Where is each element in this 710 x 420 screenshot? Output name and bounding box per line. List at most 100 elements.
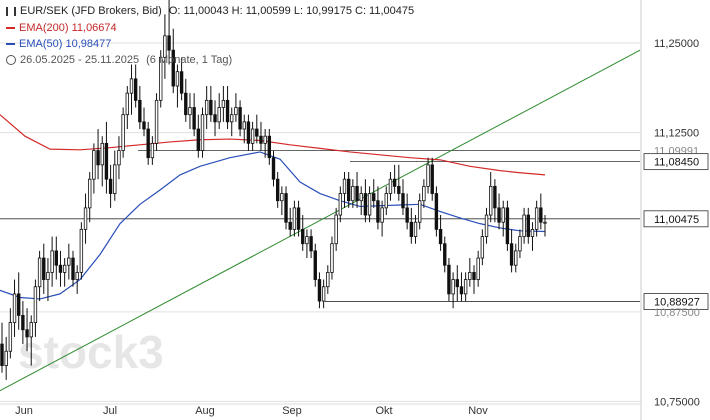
candle[interactable] — [392, 164, 397, 194]
candle[interactable] — [263, 129, 267, 158]
candle[interactable] — [280, 186, 284, 216]
candle[interactable] — [154, 93, 159, 151]
candle[interactable] — [530, 222, 535, 251]
candle[interactable] — [171, 28, 175, 94]
candle[interactable] — [17, 272, 21, 330]
candle[interactable] — [83, 193, 88, 244]
candle[interactable] — [133, 64, 138, 108]
candle[interactable] — [50, 236, 54, 287]
candle[interactable] — [54, 236, 58, 280]
candle[interactable] — [509, 229, 514, 273]
candle[interactable] — [539, 193, 543, 230]
candle[interactable] — [221, 86, 226, 122]
candle[interactable] — [305, 229, 309, 259]
candle[interactable] — [284, 186, 288, 230]
candle[interactable] — [213, 100, 217, 137]
candle[interactable] — [179, 57, 184, 101]
candle[interactable] — [46, 258, 50, 302]
candle[interactable] — [346, 172, 351, 208]
candle[interactable] — [121, 107, 125, 158]
ema200-legend[interactable]: EMA(200) 11,06674 — [6, 22, 117, 34]
candle[interactable] — [234, 93, 238, 122]
candle[interactable] — [288, 207, 292, 237]
candle[interactable] — [543, 215, 547, 237]
candle[interactable] — [242, 114, 246, 144]
candle[interactable] — [463, 272, 468, 302]
candle[interactable] — [397, 164, 401, 201]
candle[interactable] — [217, 93, 221, 130]
candle[interactable] — [501, 200, 505, 237]
trendline-segment[interactable] — [0, 49, 641, 392]
candle[interactable] — [522, 207, 526, 244]
candle[interactable] — [409, 207, 414, 244]
ema200-line[interactable] — [0, 114, 546, 176]
candle[interactable] — [204, 86, 209, 130]
candle[interactable] — [317, 272, 322, 309]
ema200-path[interactable] — [0, 114, 546, 176]
candle[interactable] — [267, 129, 272, 165]
candle[interactable] — [142, 107, 146, 137]
candle[interactable] — [79, 222, 84, 280]
candle[interactable] — [138, 86, 142, 130]
candle[interactable] — [443, 236, 447, 273]
candle[interactable] — [372, 179, 376, 208]
candle[interactable] — [71, 250, 75, 287]
candle[interactable] — [129, 64, 134, 115]
candle[interactable] — [334, 207, 338, 251]
candle[interactable] — [342, 172, 347, 208]
candle[interactable] — [58, 250, 63, 287]
candle[interactable] — [225, 86, 230, 130]
clock-icon[interactable] — [6, 55, 16, 66]
candle[interactable] — [493, 179, 497, 223]
candle[interactable] — [88, 172, 92, 223]
candle[interactable] — [351, 179, 355, 208]
candle[interactable] — [422, 179, 426, 208]
candle[interactable] — [447, 258, 451, 302]
candle[interactable] — [455, 265, 459, 302]
candle[interactable] — [108, 164, 113, 208]
candle[interactable] — [338, 186, 343, 223]
candle[interactable] — [526, 207, 530, 244]
candle[interactable] — [33, 279, 38, 337]
candle[interactable] — [96, 129, 100, 180]
candle[interactable] — [67, 243, 71, 280]
candle[interactable] — [376, 186, 380, 230]
candle[interactable] — [200, 107, 205, 158]
candle[interactable] — [271, 150, 276, 187]
candle[interactable] — [292, 200, 297, 237]
ema50-line[interactable] — [0, 151, 546, 300]
candle[interactable] — [196, 114, 201, 158]
candle[interactable] — [62, 258, 67, 287]
candle[interactable] — [12, 279, 17, 337]
trendline[interactable] — [0, 49, 641, 392]
candle[interactable] — [497, 193, 501, 230]
candle[interactable] — [380, 200, 384, 237]
candle[interactable] — [326, 265, 330, 294]
candle[interactable] — [514, 243, 518, 273]
candle[interactable] — [0, 322, 4, 373]
candle[interactable] — [355, 172, 359, 208]
candle[interactable] — [476, 250, 480, 287]
candle[interactable] — [255, 114, 259, 144]
candle[interactable] — [259, 121, 263, 151]
candle[interactable] — [301, 215, 305, 251]
candle[interactable] — [417, 193, 422, 230]
ema50-legend[interactable]: EMA(50) 10,98477 — [6, 38, 111, 50]
chart-type-icon[interactable] — [6, 6, 16, 16]
candle[interactable] — [167, 0, 171, 65]
candle[interactable] — [330, 236, 334, 280]
ema50-path[interactable] — [0, 151, 546, 300]
candle[interactable] — [534, 200, 539, 237]
candle[interactable] — [359, 186, 363, 216]
candle[interactable] — [363, 179, 368, 223]
candle[interactable] — [42, 243, 46, 294]
candle[interactable] — [238, 100, 242, 137]
candle[interactable] — [313, 243, 317, 287]
candle[interactable] — [159, 50, 163, 108]
candle[interactable] — [246, 114, 251, 151]
candle[interactable] — [480, 229, 485, 266]
candle[interactable] — [230, 107, 234, 137]
candle[interactable] — [484, 207, 489, 244]
candle[interactable] — [438, 215, 443, 251]
